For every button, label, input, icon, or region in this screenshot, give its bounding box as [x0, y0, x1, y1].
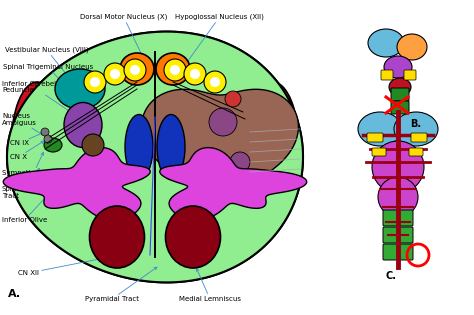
- Polygon shape: [7, 32, 303, 282]
- Circle shape: [184, 63, 206, 85]
- Ellipse shape: [397, 34, 427, 60]
- Text: Inferior Olive: Inferior Olive: [2, 188, 55, 223]
- Circle shape: [84, 71, 106, 93]
- Text: Vestibular Nucleus (VIII): Vestibular Nucleus (VIII): [5, 47, 89, 82]
- Polygon shape: [160, 148, 307, 220]
- FancyBboxPatch shape: [391, 101, 409, 114]
- Text: Dorsal Motor Nucleus (X): Dorsal Motor Nucleus (X): [80, 14, 167, 69]
- Circle shape: [164, 59, 186, 81]
- FancyBboxPatch shape: [409, 148, 423, 156]
- Text: Sympathetic Tract: Sympathetic Tract: [2, 152, 65, 176]
- Circle shape: [210, 77, 220, 87]
- Text: Hypoglossal Nucleus (XII): Hypoglossal Nucleus (XII): [175, 14, 264, 69]
- Circle shape: [44, 135, 52, 143]
- Ellipse shape: [156, 53, 190, 85]
- Circle shape: [104, 63, 126, 85]
- Ellipse shape: [90, 206, 145, 268]
- Circle shape: [230, 152, 250, 172]
- FancyBboxPatch shape: [372, 148, 386, 156]
- FancyBboxPatch shape: [383, 244, 413, 260]
- FancyBboxPatch shape: [391, 88, 409, 101]
- Ellipse shape: [55, 69, 105, 109]
- Ellipse shape: [165, 206, 220, 268]
- FancyBboxPatch shape: [383, 210, 413, 226]
- Ellipse shape: [44, 138, 62, 152]
- Circle shape: [225, 91, 241, 107]
- Ellipse shape: [157, 114, 185, 180]
- FancyBboxPatch shape: [381, 70, 393, 80]
- Ellipse shape: [384, 56, 412, 78]
- Circle shape: [170, 65, 180, 75]
- Text: A.: A.: [8, 289, 21, 299]
- Circle shape: [130, 65, 140, 75]
- Circle shape: [82, 134, 104, 156]
- Ellipse shape: [120, 53, 154, 85]
- Circle shape: [209, 108, 237, 136]
- Circle shape: [166, 62, 180, 76]
- FancyBboxPatch shape: [383, 227, 413, 243]
- Text: Nucleus
Ambiguus: Nucleus Ambiguus: [2, 113, 52, 141]
- Ellipse shape: [394, 112, 438, 146]
- Polygon shape: [142, 89, 299, 192]
- FancyBboxPatch shape: [411, 133, 427, 142]
- Circle shape: [124, 59, 146, 81]
- Text: CN X: CN X: [10, 141, 44, 160]
- Ellipse shape: [125, 114, 153, 180]
- Ellipse shape: [247, 82, 299, 212]
- Circle shape: [204, 71, 226, 93]
- Circle shape: [90, 77, 100, 87]
- Text: Spinal Trigeminal Nucleus: Spinal Trigeminal Nucleus: [3, 64, 93, 96]
- Text: B.: B.: [410, 119, 421, 129]
- Text: CN XII: CN XII: [18, 252, 131, 276]
- Ellipse shape: [358, 112, 402, 146]
- Ellipse shape: [11, 82, 63, 212]
- Text: Spinothalamic
Tract: Spinothalamic Tract: [2, 168, 52, 199]
- FancyBboxPatch shape: [404, 70, 416, 80]
- Circle shape: [190, 69, 200, 79]
- Text: Inferior Cerebellar
Peduncle: Inferior Cerebellar Peduncle: [2, 81, 72, 113]
- Ellipse shape: [372, 141, 424, 193]
- Polygon shape: [7, 32, 303, 282]
- Circle shape: [41, 128, 49, 136]
- Ellipse shape: [378, 177, 418, 217]
- Circle shape: [130, 62, 144, 76]
- Text: CN IX: CN IX: [10, 132, 44, 146]
- Ellipse shape: [368, 29, 404, 57]
- Ellipse shape: [389, 78, 411, 96]
- Text: Pyramidal Tract: Pyramidal Tract: [85, 267, 157, 302]
- FancyBboxPatch shape: [367, 133, 383, 142]
- Circle shape: [110, 69, 120, 79]
- Text: C.: C.: [386, 271, 397, 281]
- Polygon shape: [3, 148, 150, 220]
- Text: Medial Lemniscus: Medial Lemniscus: [179, 268, 241, 302]
- Ellipse shape: [64, 102, 102, 147]
- Circle shape: [199, 159, 215, 175]
